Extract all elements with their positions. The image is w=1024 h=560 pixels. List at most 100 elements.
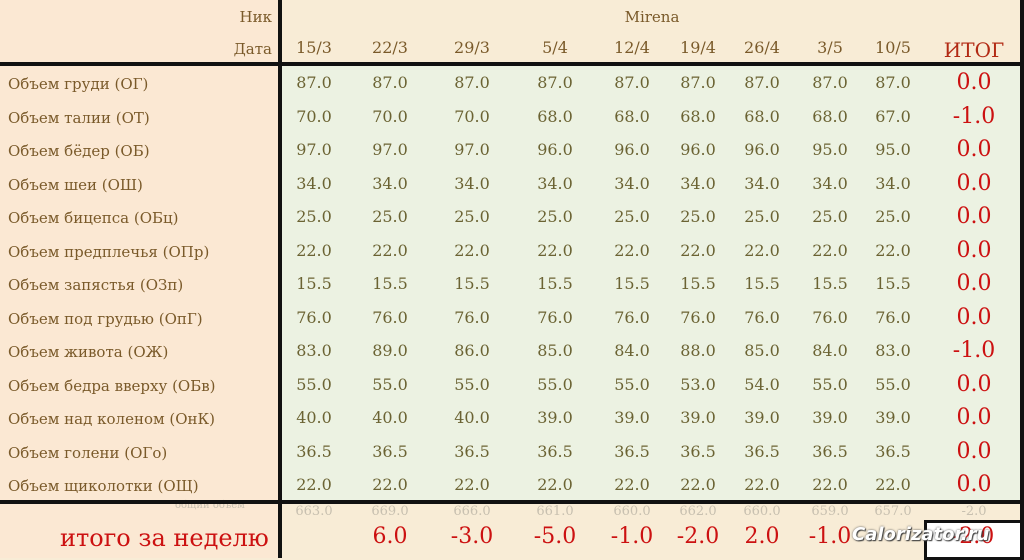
value-cell: 76.0: [614, 307, 650, 327]
value-cell: 22.0: [680, 240, 716, 260]
value-cell: 25.0: [537, 207, 573, 226]
value-cell: 55.0: [454, 374, 490, 394]
weekly-cell: -1.0: [808, 524, 852, 549]
value-cell: 68.0: [812, 106, 848, 126]
value-cell: 70.0: [372, 106, 408, 126]
watermark-logo: Calorizator.ru: [852, 524, 990, 545]
row-label: Объем живота (ОЖ): [8, 343, 169, 361]
value-cell: 34.0: [812, 173, 848, 193]
row-label: Объем талии (ОТ): [8, 108, 150, 127]
summary-cell: 663.0: [295, 504, 333, 519]
value-cell: 84.0: [614, 341, 650, 360]
row-label: Объем щиколотки (ОЩ): [8, 477, 199, 495]
row-label: Объем над коленом (ОнК): [8, 410, 216, 428]
value-cell: 55.0: [614, 374, 650, 394]
value-cell: 76.0: [812, 307, 848, 327]
value-cell: 87.0: [744, 73, 780, 92]
summary-cell: 659.0: [811, 504, 849, 519]
value-cell: 70.0: [296, 106, 332, 126]
user-name: Mirena: [624, 8, 680, 26]
value-cell: 76.0: [454, 307, 490, 327]
value-cell: 22.0: [296, 475, 332, 494]
value-cell: 15.5: [454, 274, 490, 293]
row-total: 0.0: [956, 271, 992, 296]
date-cell: 12/4: [614, 38, 650, 57]
value-cell: 87.0: [614, 73, 650, 92]
row-total: 0.0: [956, 438, 992, 464]
weekly-cell: -1.0: [610, 524, 654, 549]
value-cell: 34.0: [537, 173, 573, 193]
value-cell: 22.0: [812, 240, 848, 260]
value-cell: 34.0: [454, 173, 490, 193]
right-border: [1020, 0, 1024, 558]
value-cell: 22.0: [454, 240, 490, 260]
value-cell: 55.0: [372, 374, 408, 394]
value-cell: 25.0: [812, 207, 848, 226]
date-label: Дата: [233, 40, 272, 58]
value-cell: 36.5: [296, 441, 332, 461]
value-cell: 15.5: [537, 274, 573, 293]
row-label: Объем груди (ОГ): [8, 75, 149, 93]
value-cell: 15.5: [680, 274, 716, 293]
weekly-cell: 6.0: [372, 524, 408, 549]
summary-total: -2.0: [961, 504, 987, 519]
weekly-total: -2.0: [951, 524, 995, 549]
header-background: [280, 0, 1024, 65]
value-cell: 97.0: [454, 140, 490, 159]
value-cell: 95.0: [812, 140, 848, 159]
value-cell: 87.0: [537, 73, 573, 92]
value-cell: 87.0: [680, 73, 716, 92]
value-cell: 15.5: [614, 274, 650, 293]
value-cell: 55.0: [537, 374, 573, 394]
value-cell: 34.0: [296, 173, 332, 193]
value-cell: 39.0: [680, 408, 716, 427]
value-cell: 22.0: [744, 240, 780, 260]
value-cell: 15.5: [812, 274, 848, 293]
value-cell: 25.0: [296, 207, 332, 226]
value-cell: 40.0: [296, 408, 332, 427]
value-cell: 87.0: [875, 73, 911, 92]
value-cell: 68.0: [614, 106, 650, 126]
nick-label: Ник: [239, 8, 272, 26]
value-cell: 22.0: [372, 240, 408, 260]
value-cell: 53.0: [680, 374, 716, 394]
value-cell: 97.0: [372, 140, 408, 159]
value-cell: 97.0: [296, 140, 332, 159]
value-cell: 76.0: [537, 307, 573, 327]
value-cell: 76.0: [372, 307, 408, 327]
value-cell: 36.5: [744, 441, 780, 461]
value-cell: 83.0: [296, 341, 332, 360]
value-cell: 25.0: [372, 207, 408, 226]
value-cell: 76.0: [296, 307, 332, 327]
value-cell: 22.0: [372, 475, 408, 494]
summary-label: общий объем: [175, 500, 245, 511]
summary-cell: 660.0: [743, 504, 781, 519]
value-cell: 34.0: [372, 173, 408, 193]
row-label: Объем бёдер (ОБ): [8, 142, 150, 160]
value-cell: 87.0: [296, 73, 332, 92]
value-cell: 39.0: [537, 408, 573, 427]
summary-cell: 669.0: [371, 504, 409, 519]
weekly-cell: 2.0: [744, 524, 780, 549]
column-divider: [278, 0, 282, 558]
value-cell: 15.5: [296, 274, 332, 293]
value-cell: 87.0: [454, 73, 490, 92]
value-cell: 22.0: [537, 475, 573, 494]
value-cell: 55.0: [812, 374, 848, 394]
label-column-background: [0, 0, 280, 558]
row-label: Объем голени (ОГо): [8, 443, 168, 462]
value-cell: 68.0: [744, 106, 780, 126]
value-cell: 36.5: [812, 441, 848, 461]
value-cell: 25.0: [875, 207, 911, 226]
date-cell: 29/3: [454, 38, 490, 57]
data-grid-background: [280, 65, 1024, 502]
value-cell: 95.0: [875, 140, 911, 159]
value-cell: 22.0: [875, 475, 911, 494]
date-cell: 19/4: [680, 38, 716, 57]
value-cell: 96.0: [537, 140, 573, 159]
row-label: Объем шеи (ОШ): [8, 175, 143, 194]
value-cell: 39.0: [875, 408, 911, 427]
value-cell: 22.0: [454, 475, 490, 494]
value-cell: 34.0: [614, 173, 650, 193]
value-cell: 22.0: [744, 475, 780, 494]
